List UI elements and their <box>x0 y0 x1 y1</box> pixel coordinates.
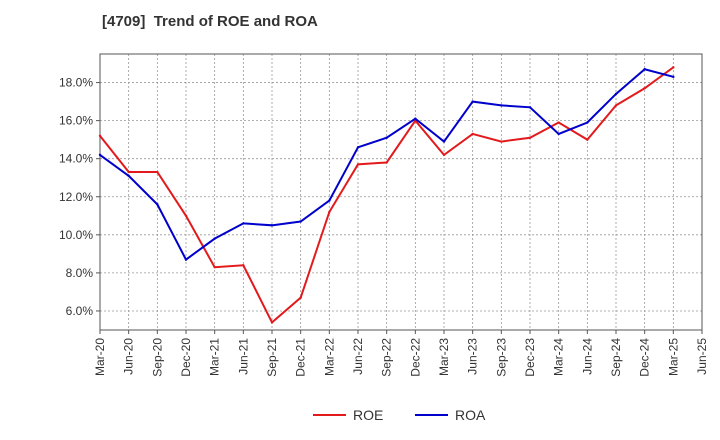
y-tick-label: 6.0% <box>66 304 94 318</box>
data-point-roa <box>127 174 130 178</box>
data-point-roe <box>242 264 245 267</box>
y-tick-label: 14.0% <box>59 152 93 166</box>
data-point-roa <box>213 237 216 240</box>
y-tick-label: 12.0% <box>59 190 93 204</box>
x-tick-label: Dec-22 <box>408 338 422 377</box>
data-point-roe <box>500 140 503 143</box>
data-point-roa <box>156 203 159 206</box>
data-point-roa <box>242 222 245 225</box>
data-point-roe <box>385 161 388 164</box>
data-point-roa <box>500 104 503 107</box>
data-point-roa <box>356 146 360 149</box>
legend: ROE ROA <box>313 407 486 423</box>
x-tick-label: Mar-21 <box>208 338 222 376</box>
data-point-roe <box>672 66 675 69</box>
legend-label-roa: ROA <box>455 407 486 423</box>
x-tick-label: Mar-20 <box>93 338 107 376</box>
data-point-roa <box>270 224 274 227</box>
plot-area <box>99 53 703 331</box>
x-tick-label: Dec-20 <box>179 338 193 377</box>
data-point-roa <box>471 100 474 103</box>
data-point-roe <box>328 210 331 214</box>
data-point-roa <box>299 220 302 223</box>
y-tick-label: 8.0% <box>66 266 94 280</box>
y-tick-label: 16.0% <box>59 114 93 128</box>
data-point-roe <box>213 265 216 269</box>
x-tick-label: Jun-22 <box>351 338 365 375</box>
x-tick-label: Mar-25 <box>666 338 680 376</box>
data-point-roa <box>672 75 675 79</box>
data-point-roe <box>557 121 560 124</box>
data-point-roe <box>299 296 302 299</box>
data-point-roe <box>643 87 646 90</box>
data-point-roe <box>98 134 102 138</box>
x-tick-label: Sep-22 <box>380 338 394 377</box>
data-point-roe <box>127 170 130 174</box>
data-point-roe <box>184 214 188 217</box>
x-tick-label: Sep-24 <box>609 338 623 377</box>
x-tick-label: Dec-21 <box>294 338 308 377</box>
data-point-roe <box>442 153 446 157</box>
x-tick-label: Dec-24 <box>638 338 652 377</box>
data-point-roa <box>385 136 388 139</box>
x-tick-label: Jun-20 <box>122 338 136 375</box>
y-tick-label: 10.0% <box>59 228 93 242</box>
x-tick-label: Sep-21 <box>265 338 279 377</box>
data-point-roa <box>328 199 331 202</box>
data-point-roa <box>98 153 102 157</box>
x-tick-label: Sep-20 <box>150 338 164 377</box>
x-tick-label: Jun-24 <box>580 338 594 375</box>
legend-label-roe: ROE <box>353 407 383 423</box>
data-point-roe <box>614 104 618 107</box>
y-tick-label: 18.0% <box>59 76 93 90</box>
data-point-roa <box>184 258 188 261</box>
x-tick-label: Mar-22 <box>322 338 336 376</box>
data-point-roe <box>586 138 589 141</box>
x-tick-label: Mar-24 <box>552 338 566 376</box>
data-point-roa <box>586 121 589 124</box>
data-point-roa <box>557 132 560 136</box>
chart-title: [4709] Trend of ROE and ROA <box>102 13 318 30</box>
data-point-roa <box>643 68 646 71</box>
data-point-roa <box>414 117 417 120</box>
data-point-roe <box>528 136 532 139</box>
x-tick-label: Jun-25 <box>695 338 709 375</box>
x-tick-label: Mar-23 <box>437 338 451 376</box>
series-layer <box>98 66 675 324</box>
x-tick-label: Jun-23 <box>466 338 480 375</box>
x-tick-label: Jun-21 <box>236 338 250 375</box>
y-axis: 6.0% 8.0% 10.0% 12.0% 14.0% 16.0% 18.0% <box>59 76 100 318</box>
data-point-roe <box>156 170 159 174</box>
data-point-roa <box>442 140 446 143</box>
x-tick-label: Sep-23 <box>494 338 508 377</box>
grid-layer <box>100 54 702 330</box>
x-axis: Mar-20 Jun-20 Sep-20 Dec-20 Mar-21 Jun-21 Sep-… <box>93 330 709 377</box>
data-point-roe <box>270 321 274 324</box>
data-point-roa <box>614 92 618 96</box>
data-point-roe <box>471 132 474 136</box>
x-tick-label: Dec-23 <box>523 338 537 377</box>
data-point-roa <box>528 106 532 109</box>
data-point-roe <box>356 163 360 166</box>
